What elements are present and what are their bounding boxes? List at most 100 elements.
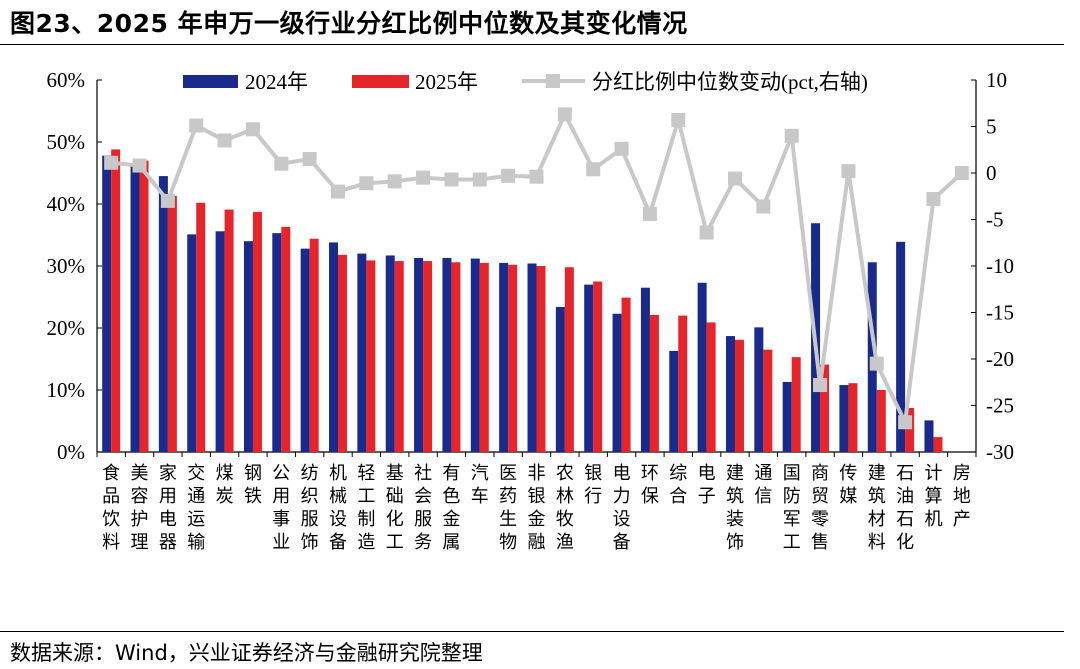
category-label: 综合: [669, 463, 687, 507]
change-point: [274, 156, 289, 171]
right-tick-label: -25: [986, 394, 1014, 418]
change-point: [869, 356, 884, 371]
bar-2025: [848, 383, 858, 452]
left-tick-label: 50%: [47, 130, 86, 154]
bar-2024: [725, 336, 735, 452]
bar-2024: [329, 242, 339, 452]
bar-2025: [224, 209, 234, 452]
bar-2024: [158, 176, 168, 452]
category-label: 美容护理: [131, 463, 149, 553]
change-point: [727, 171, 742, 186]
category-label: 房地产: [953, 463, 971, 530]
legend-marker-change: [546, 74, 560, 88]
bar-2025: [649, 314, 659, 452]
bar-2024: [584, 284, 594, 452]
change-point: [614, 141, 629, 156]
bar-2025: [678, 315, 688, 452]
bar-2024: [272, 233, 282, 452]
bar-2025: [593, 281, 603, 452]
legend-label-change: 分红比例中位数变动(pct,右轴): [592, 70, 868, 94]
right-tick-label: -5: [986, 208, 1004, 232]
bar-2024: [215, 231, 225, 452]
bar-2024: [896, 241, 906, 452]
category-label: 环保: [641, 463, 659, 507]
dividend-ratio-chart: 0% 10% 20% 30% 40% 50% 60% -30 -25 -20 -15 -10 -5 0 5 1…: [47, 68, 1015, 553]
bar-2024: [300, 248, 310, 452]
category-label: 有色金属: [442, 463, 460, 553]
left-tick-label: 40%: [47, 192, 86, 216]
bar-2025: [763, 349, 773, 452]
bar-2025: [167, 195, 177, 452]
right-tick-label: -15: [986, 301, 1014, 325]
bar-2025: [252, 212, 262, 452]
change-point: [813, 378, 828, 393]
category-label: 电力设备: [613, 463, 631, 553]
right-tick-label: -30: [986, 440, 1014, 464]
category-label: 石油石化: [896, 463, 914, 553]
category-label: 煤炭: [216, 463, 234, 507]
legend-label-2025: 2025年: [415, 70, 478, 94]
right-tick-label: 10: [986, 68, 1007, 92]
left-tick-label: 20%: [47, 316, 86, 340]
bar-2024: [782, 381, 792, 452]
bar-2025: [479, 262, 489, 452]
legend-swatch-2024: [183, 75, 238, 88]
change-point: [926, 192, 941, 207]
change-point: [302, 152, 317, 167]
category-label: 非银金融: [528, 463, 546, 553]
category-label: 社会服务: [414, 463, 432, 553]
change-point: [671, 112, 686, 127]
bar-2024: [839, 385, 849, 452]
left-tick-label: 60%: [47, 68, 86, 92]
bar-2024: [640, 287, 650, 452]
bar-2025: [508, 264, 518, 452]
change-point: [331, 184, 346, 199]
bar-2025: [196, 202, 206, 452]
bar-2025: [139, 160, 149, 452]
bar-2024: [754, 327, 764, 452]
category-label: 交通运输: [187, 463, 205, 553]
bar-2025: [338, 254, 348, 452]
category-label: 家用电器: [159, 463, 177, 553]
change-point: [699, 225, 714, 240]
category-label: 传媒: [839, 463, 857, 507]
change-point: [501, 168, 516, 183]
category-label: 机械设备: [329, 463, 347, 553]
right-tick-label: 5: [986, 115, 997, 139]
left-tick-label: 10%: [47, 378, 86, 402]
change-point: [359, 176, 374, 191]
bar-2025: [933, 437, 943, 452]
change-point: [387, 174, 402, 189]
title-rule: [0, 44, 1064, 45]
bar-2024: [130, 164, 140, 452]
legend-label-2024: 2024年: [245, 70, 308, 94]
category-label: 建筑装饰: [726, 463, 744, 553]
bar-2025: [423, 261, 433, 452]
bar-2025: [820, 364, 830, 452]
bar-2025: [394, 261, 404, 452]
change-point: [217, 133, 232, 148]
bar-2025: [905, 407, 915, 452]
change-point: [642, 206, 657, 221]
bottom-rule: [0, 631, 1064, 632]
bar-2025: [309, 238, 319, 452]
source-note: 数据来源：Wind，兴业证券经济与金融研究院整理: [10, 641, 483, 665]
bar-2024: [499, 262, 509, 452]
change-point: [104, 155, 119, 170]
category-labels: 食品饮料美容护理家用电器交通运输煤炭钢铁公用事业纺织服饰机械设备轻工制造基础化工…: [102, 463, 971, 553]
change-point: [444, 172, 459, 187]
figure-title: 图23、2025 年申万一级行业分红比例中位数及其变化情况: [10, 9, 688, 38]
bar-2025: [621, 297, 631, 452]
category-label: 钢铁: [244, 463, 262, 507]
category-label: 计算机: [924, 463, 942, 530]
bar-2025: [734, 339, 744, 452]
left-tick-label: 0%: [57, 440, 85, 464]
bar-2025: [111, 149, 121, 452]
category-label: 汽车: [471, 463, 489, 507]
change-point: [160, 193, 175, 208]
change-point: [784, 128, 799, 143]
category-label: 公用事业: [272, 463, 290, 553]
change-point: [841, 164, 856, 179]
category-label: 电子: [698, 463, 716, 507]
change-point: [189, 118, 204, 133]
